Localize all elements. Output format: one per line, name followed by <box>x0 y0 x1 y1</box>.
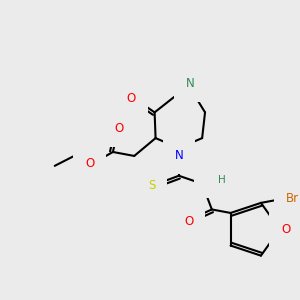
Text: N: N <box>175 149 183 162</box>
Text: O: O <box>281 223 290 236</box>
Text: H: H <box>190 73 197 83</box>
Text: O: O <box>114 122 123 135</box>
Text: S: S <box>148 179 155 192</box>
Text: N: N <box>186 77 195 90</box>
Text: O: O <box>85 158 94 170</box>
Text: Br: Br <box>285 192 298 206</box>
Text: H: H <box>218 175 225 185</box>
Text: O: O <box>184 215 193 228</box>
Text: O: O <box>127 92 136 105</box>
Text: N: N <box>206 173 214 186</box>
